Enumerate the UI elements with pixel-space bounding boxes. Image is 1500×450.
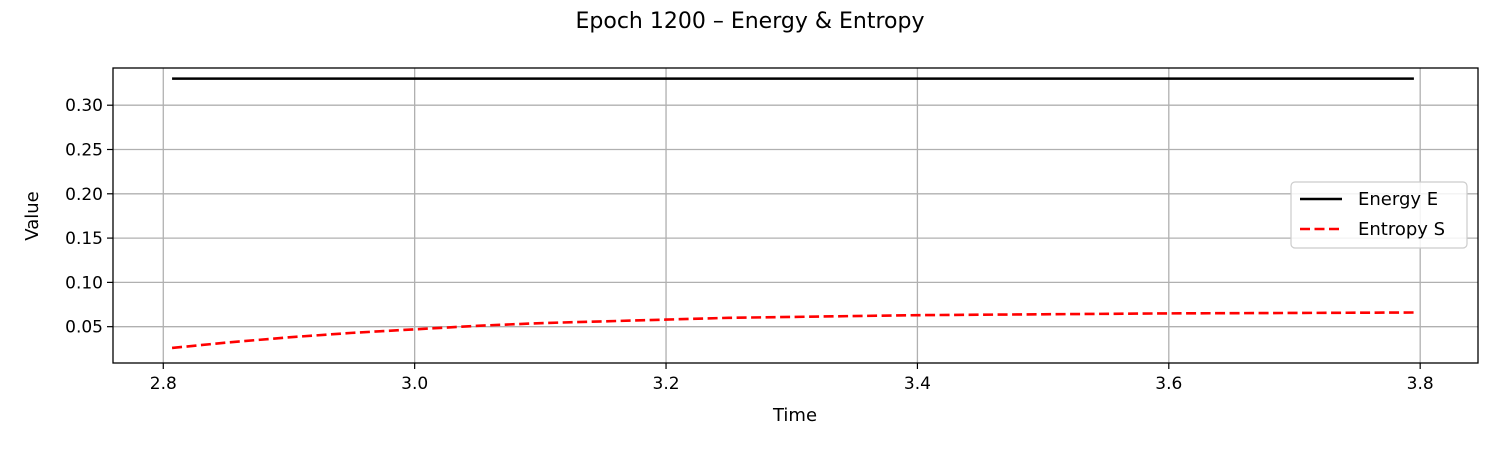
legend: Energy E Entropy S	[1290, 181, 1468, 249]
x-axis-label: Time	[772, 405, 817, 426]
axis-ticks: 2.8 3.0 3.2 3.4 3.6 3.8 0.05 0.10 0.15 0.20 0.25 0.…	[65, 96, 1434, 394]
x-tick-label: 3.2	[653, 374, 680, 394]
grid-lines	[113, 68, 1478, 363]
y-tick-label: 0.20	[65, 185, 103, 205]
x-tick-label: 3.0	[401, 374, 428, 394]
y-tick-label: 0.10	[65, 273, 103, 293]
legend-label: Energy E	[1358, 189, 1438, 210]
y-axis-label: Value	[22, 191, 43, 240]
x-tick-label: 2.8	[150, 374, 177, 394]
y-tick-label: 0.30	[65, 96, 103, 116]
x-tick-label: 3.6	[1155, 374, 1182, 394]
y-tick-label: 0.15	[65, 229, 103, 249]
legend-label: Entropy S	[1358, 219, 1445, 240]
series-line-entropy-s	[171, 311, 1414, 350]
plot-frame	[112, 67, 1479, 364]
x-tick-label: 3.8	[1407, 374, 1434, 394]
y-tick-label: 0.05	[65, 318, 103, 338]
series-lines	[171, 77, 1414, 350]
chart-title: Epoch 1200 – Energy & Entropy	[576, 9, 925, 34]
y-tick-label: 0.25	[65, 141, 103, 161]
x-tick-label: 3.4	[904, 374, 931, 394]
